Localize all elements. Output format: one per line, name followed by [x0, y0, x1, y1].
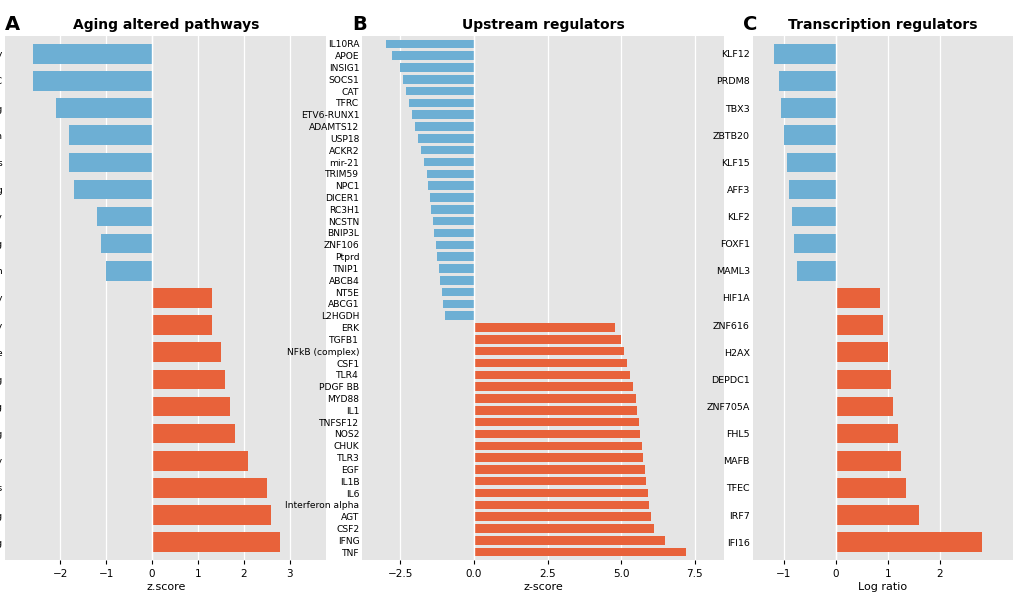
Bar [435, 241, 474, 249]
Title: Aging altered pathways: Aging altered pathways [72, 18, 259, 32]
Bar [69, 125, 152, 145]
Bar [428, 181, 474, 190]
Bar [836, 451, 900, 471]
Bar [426, 170, 474, 178]
Bar [474, 441, 641, 450]
Bar [791, 207, 836, 226]
Bar [33, 71, 152, 91]
Bar [438, 264, 474, 273]
Bar [474, 465, 644, 474]
Bar [152, 288, 212, 308]
Bar [836, 397, 893, 417]
Bar [474, 512, 650, 521]
Bar [431, 205, 474, 214]
Bar [437, 252, 474, 261]
Bar [442, 300, 474, 308]
Bar [152, 370, 225, 389]
Bar [385, 40, 474, 48]
Text: B: B [352, 15, 366, 34]
Bar [152, 424, 234, 444]
Bar [789, 179, 836, 199]
Bar [836, 370, 890, 389]
Bar [796, 261, 836, 281]
Bar [474, 501, 648, 509]
Bar [424, 158, 474, 166]
X-axis label: Log ratio: Log ratio [857, 582, 907, 592]
Bar [106, 261, 152, 281]
Text: C: C [742, 15, 756, 34]
Bar [400, 63, 474, 72]
Bar [474, 477, 646, 485]
Bar [772, 44, 836, 64]
Bar [418, 134, 474, 143]
Bar [836, 478, 905, 498]
Bar [474, 536, 664, 545]
Bar [439, 276, 474, 285]
Bar [474, 548, 685, 556]
Bar [474, 430, 640, 438]
Bar [33, 44, 152, 64]
Bar [474, 418, 638, 426]
Bar [69, 152, 152, 172]
Bar [474, 489, 647, 497]
Text: A: A [5, 15, 20, 34]
Bar [836, 532, 980, 552]
Bar [474, 335, 621, 344]
Bar [836, 424, 898, 444]
Bar [836, 315, 882, 335]
Bar [152, 505, 271, 525]
Bar [836, 288, 879, 308]
Bar [152, 397, 229, 417]
Bar [779, 71, 836, 91]
Bar [474, 359, 627, 367]
Bar [432, 217, 474, 225]
Bar [403, 75, 474, 84]
Title: Transcription regulators: Transcription regulators [788, 18, 976, 32]
Bar [474, 323, 614, 332]
Title: Upstream regulators: Upstream regulators [462, 18, 624, 32]
Bar [101, 234, 152, 253]
Bar [429, 193, 474, 202]
Bar [781, 98, 836, 118]
Bar [415, 122, 474, 131]
Bar [152, 315, 212, 335]
Bar [152, 532, 280, 552]
Bar [444, 311, 474, 320]
X-axis label: z-score: z-score [523, 582, 562, 592]
Bar [97, 207, 152, 226]
Bar [421, 146, 474, 155]
Bar [786, 152, 836, 172]
Bar [474, 394, 635, 403]
Bar [55, 98, 152, 118]
Bar [409, 99, 474, 107]
X-axis label: z.score: z.score [146, 582, 185, 592]
Bar [406, 87, 474, 95]
Bar [474, 453, 643, 462]
Bar [836, 505, 918, 525]
Bar [152, 478, 266, 498]
Bar [474, 524, 653, 533]
Bar [784, 125, 836, 145]
Bar [794, 234, 836, 253]
Bar [391, 51, 474, 60]
Bar [474, 382, 633, 391]
Bar [152, 451, 249, 471]
Bar [152, 343, 220, 362]
Bar [412, 111, 474, 119]
Bar [474, 406, 637, 415]
Bar [474, 347, 624, 355]
Bar [474, 371, 630, 379]
Bar [434, 229, 474, 237]
Bar [836, 343, 888, 362]
Bar [441, 288, 474, 296]
Bar [73, 179, 152, 199]
